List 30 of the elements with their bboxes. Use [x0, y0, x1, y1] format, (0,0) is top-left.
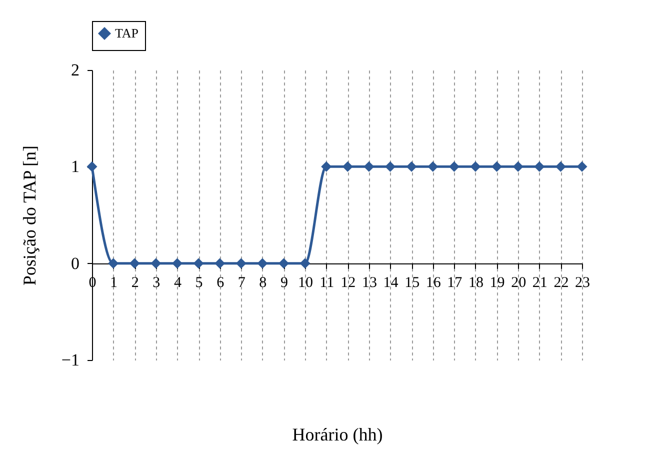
y-tick-label: −1	[61, 350, 80, 370]
x-tick-label: 1	[110, 274, 118, 291]
x-tick-label: 22	[554, 274, 569, 291]
x-tick-label: 14	[383, 274, 399, 291]
x-tick-label: 8	[259, 274, 267, 291]
x-tick-label: 2	[131, 274, 139, 291]
x-tick-label: 11	[320, 274, 334, 291]
x-axis-title: Horário (hh)	[292, 424, 383, 444]
x-tick-label: 23	[575, 274, 590, 291]
x-tick-label: 5	[195, 274, 203, 291]
x-tick-label: 19	[490, 274, 505, 291]
x-tick-label: 16	[426, 274, 442, 291]
x-tick-label: 20	[511, 274, 526, 291]
x-tick-label: 3	[152, 274, 160, 291]
y-tick-label: 0	[71, 254, 80, 273]
x-tick-label: 7	[238, 274, 246, 291]
y-tick-label: 2	[71, 60, 80, 80]
y-tick-label: 1	[71, 157, 80, 176]
x-tick-label: 9	[280, 274, 288, 291]
x-tick-label: 21	[532, 274, 548, 291]
legend-label: TAP	[115, 26, 139, 40]
x-tick-label: 15	[404, 274, 420, 291]
x-tick-label: 18	[468, 274, 484, 291]
x-tick-label: 12	[340, 274, 356, 291]
x-tick-label: 6	[216, 274, 225, 291]
x-tick-label: 13	[362, 274, 377, 291]
x-tick-label: 17	[447, 274, 463, 291]
x-tick-label: 4	[174, 274, 182, 291]
x-tick-label: 10	[298, 274, 314, 291]
y-axis-title: Posição do TAP [n]	[19, 145, 40, 286]
